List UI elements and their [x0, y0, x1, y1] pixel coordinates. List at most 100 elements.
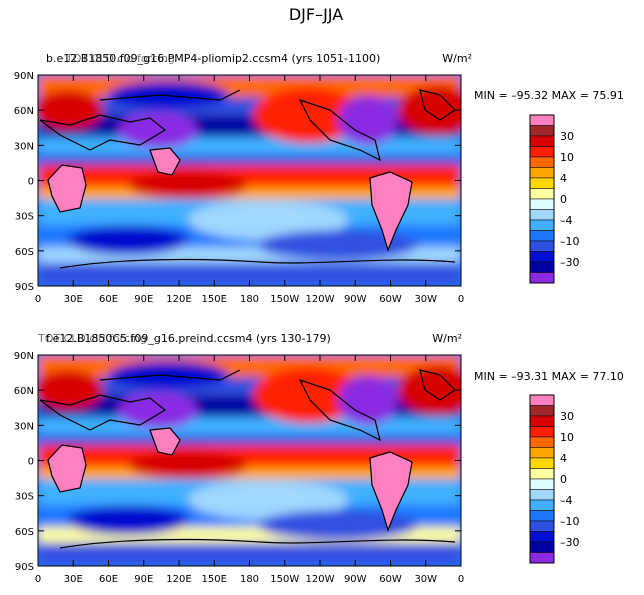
panel-2-colorbar-label: 10 [560, 431, 574, 444]
panel-2-colorbar-swatch [529, 436, 555, 448]
panel-2-colorbar-label: 4 [560, 452, 567, 465]
panel-2-ytick-label: 90N [14, 351, 34, 362]
panel-1-colorbar-swatch [529, 230, 555, 242]
panel-1-ytick-label: 30S [15, 212, 34, 223]
panel-1-colorbar-label: 10 [560, 151, 574, 164]
panel-2-colorbar-label: –4 [560, 494, 573, 507]
panel-2-colorbar-label: –30 [560, 536, 580, 549]
panel-2-colorbar-swatch [529, 552, 555, 564]
panel-2-field [38, 355, 461, 566]
panel-2-xtick-label: 120E [166, 574, 191, 585]
panel-1-colorbar-swatch [529, 209, 555, 221]
panel-1-colorbar-label: 0 [560, 193, 567, 206]
panel-2-xtick-label: 90W [344, 574, 367, 585]
panel-2-xtick-label: 150W [270, 574, 299, 585]
panel-2-ytick-label: 60S [15, 527, 34, 538]
panel-2-colorbar-label: –10 [560, 515, 580, 528]
panel-1-colorbar-label: –10 [560, 235, 580, 248]
panel-2-ytick-label: 90S [15, 562, 34, 573]
panel-1-stats: MIN = –95.32 MAX = 75.91 [474, 89, 624, 102]
panel-1-colorbar-swatch [529, 251, 555, 263]
panel-1: b.e12.B1850.f09_g16.PMP4-pliomip2.ccsm4 … [14, 52, 624, 305]
panel-2-xtick-label: 0 [458, 574, 464, 585]
panel-2-colorbar-swatch [529, 468, 555, 480]
panel-1-xtick-label: 90W [344, 294, 367, 305]
panel-2-colorbar-swatch [529, 447, 555, 459]
panel-2-colorbar-swatch [529, 478, 555, 490]
panel-2-units: W/m² [432, 332, 462, 345]
panel-1-xtick-label: 150E [202, 294, 227, 305]
panel-1-colorbar: 30 10 4 0 –4 –10 –30 [529, 114, 580, 284]
panel-2-xtick-label: 0 [35, 574, 41, 585]
panel-1-colorbar-swatch [529, 219, 555, 231]
page-title: DJF–JJA [289, 5, 343, 24]
panel-2-subtitle: f.e12.B1850C5.f09_g16.preind.ccsm4 (yrs … [46, 332, 331, 345]
panel-2-colorbar-label: 30 [560, 410, 574, 423]
panel-1-ytick-label: 90S [15, 282, 34, 293]
panel-2-colorbar-swatch [529, 520, 555, 532]
panel-1-colorbar-swatch [529, 261, 555, 273]
panel-1-colorbar-label: 4 [560, 172, 567, 185]
panel-2-xtick-label: 180 [240, 574, 259, 585]
panel-1-xtick-label: 60E [99, 294, 118, 305]
panel-2-colorbar-swatch [529, 405, 555, 417]
panel-2-xtick-label: 120W [306, 574, 335, 585]
panel-1-colorbar-label: 30 [560, 130, 574, 143]
panel-2-xtick-label: 30W [414, 574, 437, 585]
panel-1-xtick-label: 30E [64, 294, 83, 305]
panel-2: f.e12.B1850C5.f09_g16.preind.ccsm4 (yrs … [14, 332, 624, 585]
panel-1-colorbar-swatch [529, 114, 555, 126]
panel-2-colorbar-swatch [529, 489, 555, 501]
panel-2-colorbar-swatch [529, 457, 555, 469]
panel-1-colorbar-swatch [529, 156, 555, 168]
panel-2-colorbar-swatch [529, 415, 555, 427]
panel-1-colorbar-label: –30 [560, 256, 580, 269]
panel-2-colorbar-swatch [529, 394, 555, 406]
panel-1-subtitle: b.e12.B1850.f09_g16.PMP4-pliomip2.ccsm4 … [46, 52, 380, 65]
panel-2-ytick-label: 60N [14, 386, 34, 397]
panel-1-ytick-label: 60N [14, 106, 34, 117]
panel-2-stats: MIN = –93.31 MAX = 77.10 [474, 370, 624, 383]
panel-1-colorbar-label: –4 [560, 214, 573, 227]
panel-2-colorbar-label: 0 [560, 473, 567, 486]
panel-1-colorbar-swatch [529, 125, 555, 137]
panel-2-ytick-label: 30S [15, 492, 34, 503]
panel-1-overlay-title: TOT CLD cld forcing [65, 52, 175, 65]
panel-1-colorbar-swatch [529, 146, 555, 158]
panel-2-xtick-label: 60W [379, 574, 402, 585]
panel-1-colorbar-swatch [529, 240, 555, 252]
panel-1-xtick-label: 0 [458, 294, 464, 305]
panel-1-ytick-label: 90N [14, 71, 34, 82]
panel-2-xtick-label: 60E [99, 574, 118, 585]
panel-1-ytick-label: 30N [14, 141, 34, 152]
panel-1-xtick-label: 150W [270, 294, 299, 305]
panel-2-ytick-label: 0 [28, 457, 34, 468]
panel-1-units: W/m² [442, 52, 472, 65]
panel-1-xtick-label: 60W [379, 294, 402, 305]
panel-1-colorbar-swatch [529, 272, 555, 284]
panel-1-colorbar-swatch [529, 177, 555, 189]
panel-2-overlay-title: TOT CLD cld forcing [37, 332, 147, 345]
panel-2-colorbar-swatch [529, 531, 555, 543]
panel-2-xtick-label: 90E [134, 574, 153, 585]
panel-2-colorbar: 30 10 4 0 –4 –10 –30 [529, 394, 580, 564]
panel-1-field [38, 75, 461, 286]
panel-1-xtick-label: 0 [35, 294, 41, 305]
panel-1-xtick-label: 30W [414, 294, 437, 305]
panel-2-colorbar-swatch [529, 541, 555, 553]
panel-1-xtick-label: 90E [134, 294, 153, 305]
panel-1-ytick-label: 60S [15, 247, 34, 258]
panel-1-colorbar-swatch [529, 198, 555, 210]
panel-2-colorbar-swatch [529, 426, 555, 438]
panel-1-ytick-label: 0 [28, 177, 34, 188]
panel-1-xtick-label: 120E [166, 294, 191, 305]
panel-2-xtick-label: 150E [202, 574, 227, 585]
panel-2-xtick-label: 30E [64, 574, 83, 585]
panel-1-xtick-label: 180 [240, 294, 259, 305]
panel-1-colorbar-swatch [529, 135, 555, 147]
panel-1-xtick-label: 120W [306, 294, 335, 305]
panel-2-ytick-label: 30N [14, 421, 34, 432]
panel-1-colorbar-swatch [529, 167, 555, 179]
panel-2-colorbar-swatch [529, 499, 555, 511]
